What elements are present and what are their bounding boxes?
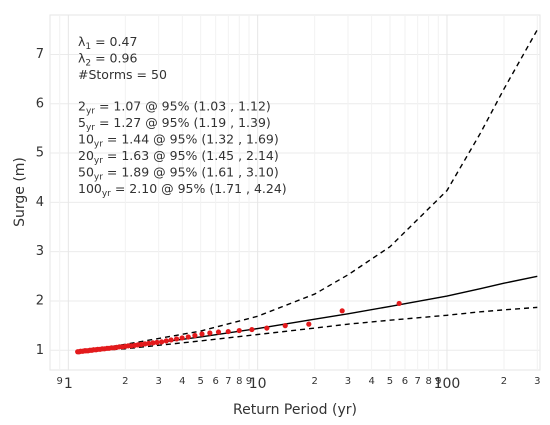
y-tick-label: 2 (36, 293, 44, 308)
y-tick-label: 4 (36, 195, 44, 210)
x-tick-label: 5 (197, 376, 203, 387)
annotation-rest: = 1.27 @ 95% (1.19 , 1.39) (95, 115, 271, 130)
data-point (339, 308, 345, 314)
x-tick-label: 9 (246, 376, 252, 387)
annotation-sub: yr (102, 189, 111, 199)
annotation-sub: yr (94, 172, 103, 182)
annotation-sub: yr (86, 123, 95, 133)
x-tick-label: 100 (434, 376, 461, 392)
y-tick-label: 6 (36, 96, 44, 111)
annotation-main: #Storms = 50 (78, 67, 167, 82)
data-point (306, 321, 312, 327)
plot-panel (49, 14, 541, 371)
x-tick-label: 10 (249, 376, 267, 392)
y-tick-label: 7 (36, 47, 44, 62)
data-point (192, 332, 198, 339)
annotation-sub: yr (86, 106, 95, 116)
data-point (146, 340, 152, 346)
data-point (396, 300, 402, 307)
data-point (168, 337, 174, 343)
data-point (207, 330, 213, 336)
annotation: #Storms = 50 (78, 67, 167, 82)
annotation-rest: = 1.63 @ 95% (1.45 , 2.14) (103, 148, 279, 163)
data-point (154, 339, 160, 345)
x-tick-label: 7 (225, 376, 231, 387)
x-tick-label: 1 (64, 376, 73, 392)
data-point (236, 327, 242, 334)
data-point (185, 334, 191, 340)
annotation-rest: = 0.96 (91, 50, 137, 65)
data-point (225, 328, 231, 335)
fit-line (76, 29, 538, 353)
x-tick-label: 6 (402, 376, 408, 387)
x-tick-label: 8 (236, 376, 242, 387)
x-tick-label: 8 (425, 376, 431, 387)
data-point (179, 335, 185, 341)
annotation-rest: = 1.07 @ 95% (1.03 , 1.12) (95, 98, 271, 113)
x-tick-label: 2 (122, 376, 128, 387)
x-tick-label: 3 (345, 376, 351, 387)
annotation-rest: = 1.89 @ 95% (1.61 , 3.10) (103, 164, 279, 179)
data-point (75, 349, 81, 355)
annotation: 20yr = 1.63 @ 95% (1.45 , 2.14) (78, 148, 279, 166)
annotation: 100yr = 2.10 @ 95% (1.71 , 4.24) (78, 181, 287, 199)
annotation-main: λ (78, 50, 86, 65)
annotation-main: 2 (78, 98, 86, 113)
data-point (249, 326, 255, 333)
y-tick-label: 3 (36, 244, 44, 259)
x-tick-label: 6 (212, 376, 218, 387)
annotation: 50yr = 1.89 @ 95% (1.61 , 3.10) (78, 164, 279, 182)
data-point (159, 339, 165, 345)
annotation-main: 10 (78, 131, 94, 146)
annotation-rest: = 1.44 @ 95% (1.32 , 1.69) (103, 131, 279, 146)
annotation-sub: 2 (85, 58, 91, 68)
annotation-main: 5 (78, 115, 86, 130)
x-tick-label: 2 (311, 376, 317, 387)
y-tick-label: 1 (36, 343, 44, 358)
x-tick-label: 4 (368, 376, 374, 387)
data-point (199, 331, 205, 337)
annotation: λ2 = 0.96 (78, 50, 137, 68)
annotation-rest: = 2.10 @ 95% (1.71 , 4.24) (111, 181, 287, 196)
annotation-main: λ (78, 34, 86, 49)
x-tick-label: 2 (501, 376, 507, 387)
annotation: 10yr = 1.44 @ 95% (1.32 , 1.69) (78, 131, 279, 149)
annotation-main: 50 (78, 164, 94, 179)
x-tick-label: 5 (387, 376, 393, 387)
annotation-sub: 1 (85, 42, 91, 52)
annotation-sub: yr (94, 156, 103, 166)
annotation: λ1 = 0.47 (78, 34, 137, 52)
data-point (282, 323, 288, 329)
x-tick-label: 9 (435, 376, 441, 387)
x-tick-label: 3 (534, 376, 540, 387)
data-point (150, 340, 156, 346)
x-tick-label: 4 (179, 376, 185, 387)
data-point (173, 336, 180, 342)
fit-line (76, 306, 538, 353)
x-tick-label: 7 (414, 376, 420, 387)
y-tick-label: 5 (36, 146, 44, 161)
data-point (215, 329, 222, 335)
annotation-main: 20 (78, 148, 94, 163)
y-axis-title: Surge (m) (12, 157, 28, 227)
annotation: 2yr = 1.07 @ 95% (1.03 , 1.12) (78, 98, 271, 116)
annotation-rest: = 0.47 (91, 34, 137, 49)
annotation-main: 100 (78, 181, 102, 196)
annotation-sub: yr (94, 139, 103, 149)
x-axis-title: Return Period (yr) (233, 402, 357, 418)
x-tick-label: 9 (56, 376, 62, 387)
x-tick-label: 3 (155, 376, 161, 387)
data-point (163, 338, 169, 344)
data-point (264, 325, 270, 331)
annotation: 5yr = 1.27 @ 95% (1.19 , 1.39) (78, 115, 271, 133)
